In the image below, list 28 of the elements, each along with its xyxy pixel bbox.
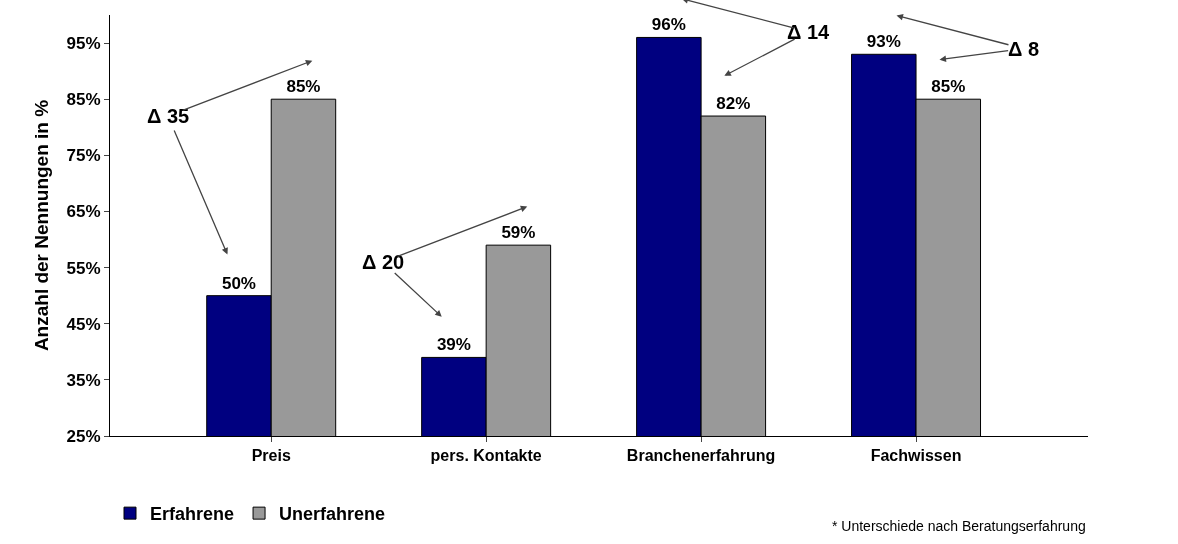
y-tick-label: 65% bbox=[66, 202, 101, 222]
x-tick-label: pers. Kontakte bbox=[430, 447, 542, 465]
y-tick-label: 75% bbox=[66, 146, 101, 166]
data-label: 96% bbox=[651, 15, 686, 35]
data-label: 82% bbox=[716, 94, 751, 114]
text: * Unterschiede nach Beratungserfahrung bbox=[832, 518, 1086, 534]
x-tick-label: Preis bbox=[251, 447, 291, 465]
y-tick-label: 35% bbox=[66, 370, 101, 390]
data-label: 85% bbox=[286, 77, 321, 97]
x-tick-label: Fachwissen bbox=[870, 447, 962, 465]
legend-label: Erfahrene bbox=[150, 504, 235, 525]
y-tick-label: 85% bbox=[66, 90, 101, 110]
data-label: 93% bbox=[866, 32, 901, 52]
y-tick-label: 55% bbox=[66, 258, 101, 278]
data-label: 59% bbox=[501, 223, 536, 243]
annotation: Δ 35 bbox=[147, 105, 190, 127]
x-tick-label: Branchenerfahrung bbox=[626, 447, 776, 465]
y-tick-label: 95% bbox=[66, 34, 101, 54]
y-axis-title: Anzahl der Nennungen in % bbox=[31, 99, 53, 352]
annotation: Δ 8 bbox=[1008, 38, 1040, 60]
data-label: 85% bbox=[931, 77, 966, 97]
data-label: 50% bbox=[221, 273, 256, 293]
y-tick-label: 45% bbox=[66, 314, 101, 334]
legend-label: Unerfahrene bbox=[279, 504, 386, 525]
data-label: 39% bbox=[436, 335, 471, 355]
y-tick-label: 25% bbox=[66, 426, 101, 446]
annotation: Δ 14 bbox=[787, 21, 831, 43]
annotation: Δ 20 bbox=[362, 251, 405, 273]
